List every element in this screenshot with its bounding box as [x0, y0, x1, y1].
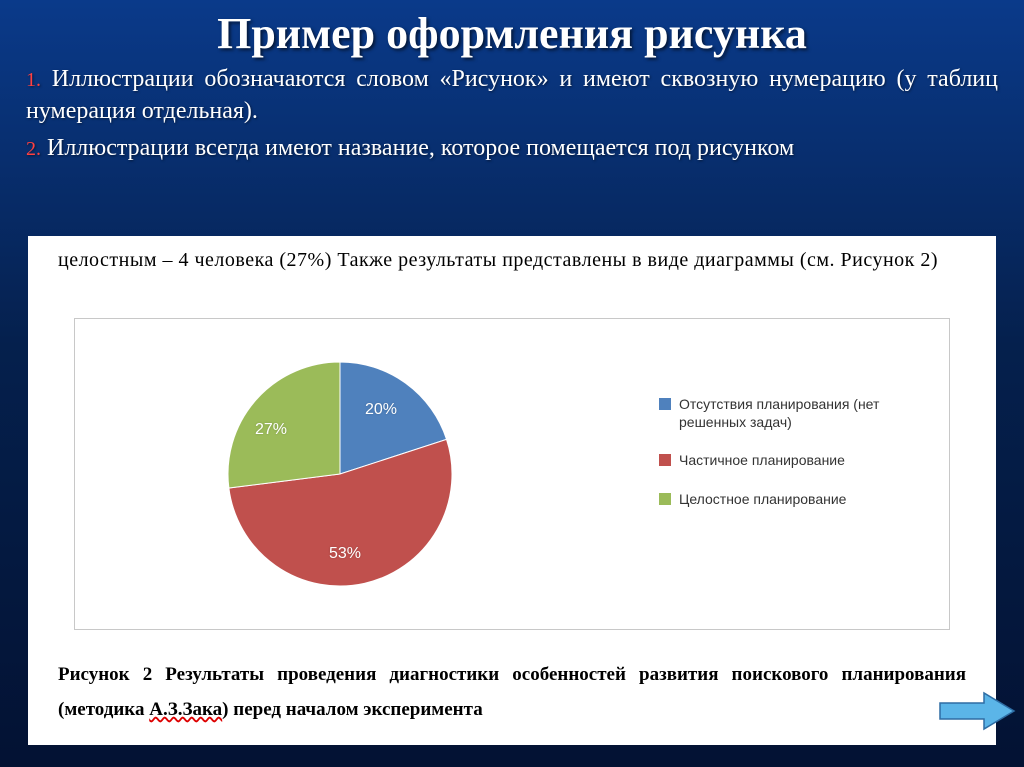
bullet-2-number: 2.	[26, 138, 41, 160]
next-arrow-icon[interactable]	[938, 691, 1016, 731]
bullet-1-number: 1.	[26, 69, 41, 91]
legend-swatch	[659, 454, 671, 466]
legend-label: Частичное планирование	[679, 451, 845, 469]
figure-caption: Рисунок 2 Результаты проведения диагност…	[58, 657, 966, 727]
document-lead-text: целостным – 4 человека (27%) Также резул…	[28, 236, 996, 279]
legend-item: Целостное планирование	[659, 490, 919, 508]
legend-swatch	[659, 493, 671, 505]
legend-item: Частичное планирование	[659, 451, 919, 469]
document-panel: целостным – 4 человека (27%) Также резул…	[28, 236, 996, 745]
bullet-2: 2. Иллюстрации всегда имеют название, ко…	[0, 128, 1024, 164]
caption-author: А.З.Зака	[149, 699, 222, 720]
bullet-1-text: Иллюстрации обозначаются словом «Рисунок…	[26, 66, 998, 124]
pie-slice-label: 20%	[365, 401, 397, 419]
legend-label: Отсутствия планирования (нет решенных за…	[679, 395, 919, 431]
chart-container: 20% 53% 27% Отсутствия планирования (нет р…	[74, 318, 950, 630]
slide: { "title": "Пример оформления рисунка", …	[0, 0, 1024, 767]
bullet-1: 1. Иллюстрации обозначаются словом «Рису…	[0, 59, 1024, 128]
pie-slice-label: 27%	[255, 421, 287, 439]
caption-suffix: ) перед началом эксперимента	[222, 699, 483, 720]
pie-chart: 20% 53% 27%	[225, 359, 455, 589]
legend-swatch	[659, 398, 671, 410]
legend-label: Целостное планирование	[679, 490, 846, 508]
chart-legend: Отсутствия планирования (нет решенных за…	[659, 395, 919, 528]
bullet-2-text: Иллюстрации всегда имеют название, котор…	[41, 135, 794, 161]
pie-slice-label: 53%	[329, 545, 361, 563]
slide-title: Пример оформления рисунка	[0, 0, 1024, 59]
legend-item: Отсутствия планирования (нет решенных за…	[659, 395, 919, 431]
